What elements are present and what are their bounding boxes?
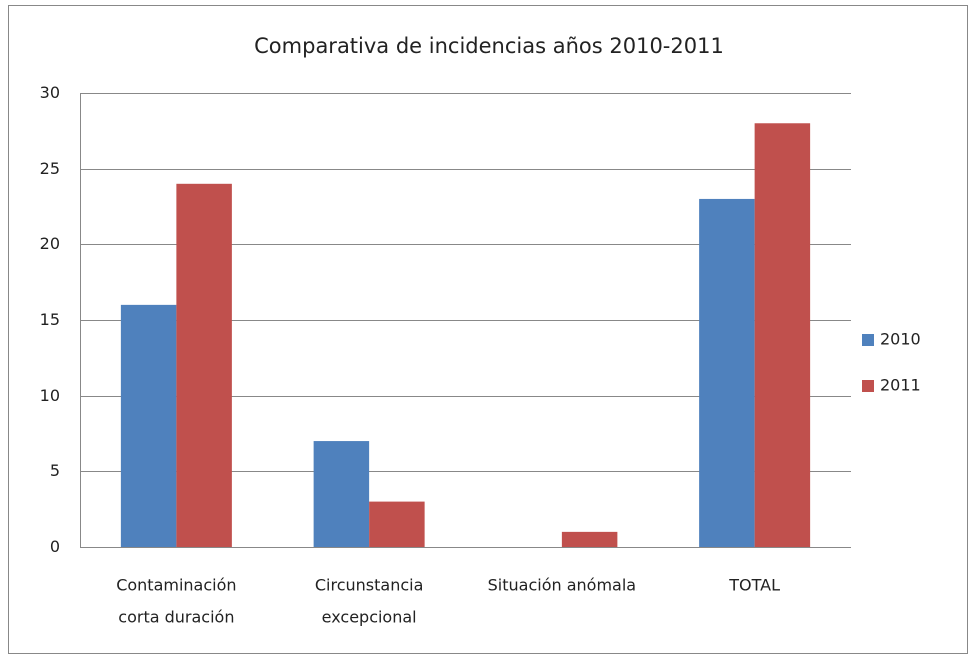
x-tick-label: corta duración: [118, 608, 234, 627]
bar: [369, 501, 425, 547]
bar: [313, 441, 370, 547]
y-tick-label: 0: [50, 537, 60, 556]
bar: [561, 531, 618, 547]
x-tick-label: TOTAL: [728, 576, 780, 595]
y-tick-label: 20: [40, 234, 60, 253]
chart-title: Comparativa de incidencias años 2010-201…: [254, 34, 724, 58]
bar: [754, 123, 811, 548]
y-tick-label: 30: [40, 83, 60, 102]
y-tick-label: 10: [40, 386, 60, 405]
legend-swatch: [862, 334, 874, 346]
x-tick-label: Contaminación: [116, 576, 236, 595]
legend-swatch: [862, 380, 874, 392]
bar: [176, 183, 232, 548]
legend-label: 2010: [880, 330, 921, 349]
bar: [699, 198, 755, 547]
y-tick-label: 25: [40, 159, 60, 178]
y-tick-label: 5: [50, 461, 60, 480]
legend-label: 2011: [880, 376, 921, 395]
x-tick-label: excepcional: [322, 608, 417, 627]
y-tick-label: 15: [40, 310, 60, 329]
x-tick-label: Circunstancia: [315, 576, 424, 595]
x-tick-label: Situación anómala: [488, 576, 636, 595]
bar: [120, 304, 177, 547]
